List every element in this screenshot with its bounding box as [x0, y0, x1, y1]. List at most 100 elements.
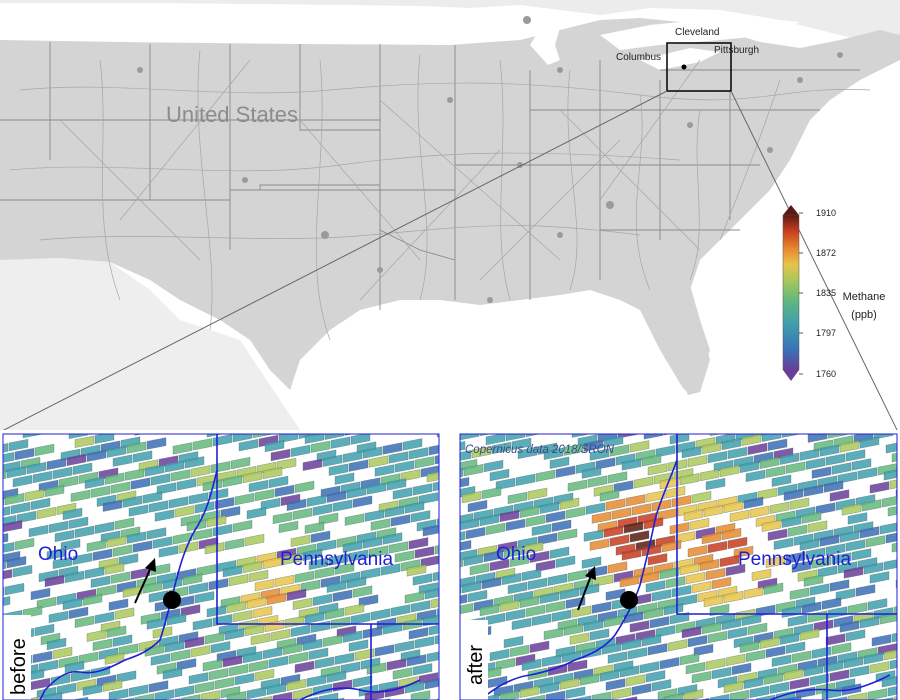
methane-pixel: [148, 680, 169, 693]
methane-pixel: [94, 521, 115, 534]
methane-pixel: [28, 525, 49, 538]
methane-pixel: [609, 444, 630, 457]
methane-pixel: [641, 634, 662, 647]
inset-box: [666, 42, 732, 92]
methane-pixel: [380, 563, 401, 576]
methane-pixel: [402, 438, 423, 451]
methane-pixel: [769, 501, 790, 514]
methane-pixel: [302, 458, 323, 471]
methane-pixel: [430, 596, 439, 609]
city-label-columbus: Columbus: [616, 52, 661, 63]
methane-pixel: [443, 520, 462, 532]
methane-pixel: [647, 463, 668, 476]
colorbar-title-line2: (ppb): [851, 309, 877, 321]
methane-pixel: [729, 509, 750, 522]
methane-pixel: [603, 615, 624, 628]
methane-pixel: [326, 670, 347, 683]
methane-pixel: [529, 550, 550, 563]
methane-pixel: [647, 553, 668, 566]
methane-pixel: [118, 553, 139, 566]
methane-pixel: [208, 668, 229, 681]
methane-pixel: [643, 607, 664, 620]
methane-pixel: [96, 584, 117, 597]
methane-pixel: [887, 684, 897, 697]
methane-pixel: [182, 573, 203, 586]
methane-pixel: [801, 511, 822, 524]
state-label-ohio: Ohio: [38, 544, 78, 565]
methane-pixel: [763, 582, 784, 595]
methane-pixel: [843, 566, 864, 579]
methane-pixel: [328, 463, 349, 476]
methane-pixel: [438, 643, 457, 655]
methane-pixel: [629, 530, 650, 543]
methane-pixel: [757, 487, 778, 500]
methane-pixel: [563, 443, 584, 456]
methane-pixel: [785, 641, 806, 654]
methane-pixel: [787, 614, 808, 627]
state-border-oh-pa: [676, 434, 897, 615]
methane-pixel: [769, 681, 790, 694]
river-east: [769, 674, 891, 700]
methane-pixel: [641, 544, 662, 557]
methane-pixel: [352, 585, 373, 598]
methane-pixel: [6, 466, 27, 479]
methane-pixel: [30, 497, 51, 511]
colorbar-title-line1: Methane: [843, 291, 886, 303]
methane-pixel: [699, 469, 720, 482]
methane-pixel: [262, 466, 283, 480]
methane-pixel: [290, 534, 311, 547]
methane-pixel: [567, 479, 588, 492]
methane-pixel: [3, 497, 5, 510]
methane-pixel: [787, 524, 808, 537]
methane-pixel: [605, 678, 626, 691]
methane-pixel: [110, 571, 131, 584]
methane-pixel: [609, 534, 630, 547]
methane-pixel: [164, 640, 185, 653]
methane-pixel: [112, 544, 133, 557]
methane-pixel: [741, 613, 762, 626]
methane-pixel: [94, 434, 115, 444]
methane-pixel: [811, 556, 832, 569]
methane-pixel: [82, 683, 103, 696]
methane-pixel: [374, 644, 395, 657]
methane-pixel: [68, 516, 89, 529]
methane-pixel: [190, 465, 211, 478]
site-marker: [163, 591, 181, 609]
methane-pixel: [322, 454, 343, 467]
methane-pixel: [244, 534, 265, 547]
methane-pixel: [789, 587, 810, 600]
methane-pixel: [659, 567, 680, 580]
methane-pixel: [603, 525, 624, 538]
methane-pixel: [334, 652, 355, 665]
methane-pixel: [749, 685, 770, 698]
methane-pixel: [44, 484, 65, 497]
methane-pixel: [549, 456, 570, 469]
methane-pixel: [665, 486, 686, 499]
gulf-of-mexico: [305, 292, 700, 430]
state-border-oh-pa: [216, 434, 439, 625]
methane-pixel: [883, 558, 897, 571]
overview-map: United States Cleveland Columbus Pittsbu…: [0, 0, 900, 430]
methane-pixel: [192, 528, 213, 541]
methane-pixel: [294, 660, 315, 673]
methane-pixel: [460, 603, 474, 616]
methane-pixel: [304, 434, 325, 444]
methane-pixel: [154, 509, 175, 522]
methane-pixel: [460, 585, 462, 598]
methane-pixel: [58, 475, 79, 488]
methane-pixel: [158, 545, 179, 558]
data-credit: Copernicus data 2018/SRON: [465, 444, 615, 456]
methane-pixel: [807, 434, 828, 443]
methane-pixel: [655, 445, 676, 458]
methane-pixel: [412, 663, 433, 676]
methane-pixel: [132, 540, 153, 553]
methane-pixel: [118, 643, 139, 656]
methane-pixel: [264, 439, 285, 453]
methane-pixel: [701, 532, 722, 545]
methane-pixel: [599, 489, 620, 502]
methane-pixel: [294, 480, 315, 493]
methane-pixel: [545, 510, 566, 523]
methane-pixel: [839, 530, 860, 543]
methane-pixel: [555, 555, 576, 568]
methane-pixel: [703, 505, 724, 518]
